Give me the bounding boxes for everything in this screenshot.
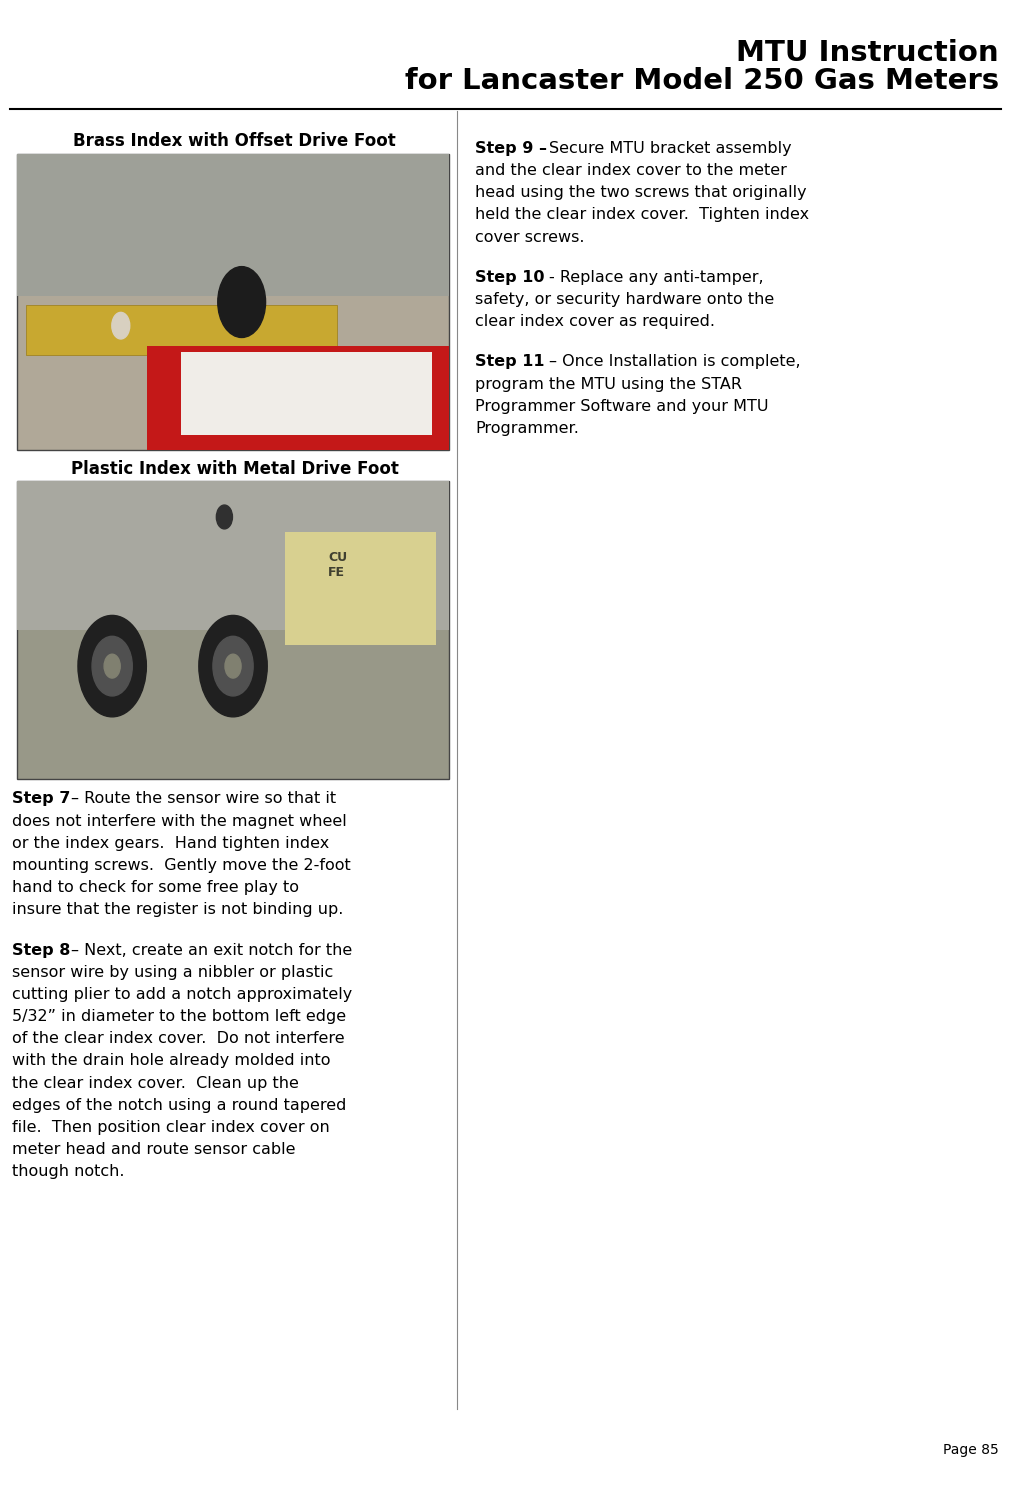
Bar — [147, 346, 449, 450]
Text: Brass Index with Offset Drive Foot: Brass Index with Offset Drive Foot — [73, 132, 396, 150]
Text: CU
FE: CU FE — [328, 550, 347, 579]
Text: meter head and route sensor cable: meter head and route sensor cable — [12, 1142, 295, 1157]
Circle shape — [216, 505, 233, 529]
Circle shape — [112, 312, 129, 339]
Text: Secure MTU bracket assembly: Secure MTU bracket assembly — [549, 141, 792, 156]
Bar — [17, 154, 449, 297]
Text: Step 7: Step 7 — [12, 791, 71, 806]
Circle shape — [225, 654, 241, 678]
Text: - Replace any anti-tamper,: - Replace any anti-tamper, — [549, 270, 763, 285]
Circle shape — [199, 616, 267, 717]
Text: file.  Then position clear index cover on: file. Then position clear index cover on — [12, 1120, 330, 1135]
Bar — [17, 481, 449, 779]
Text: Step 10: Step 10 — [475, 270, 545, 285]
Text: the clear index cover.  Clean up the: the clear index cover. Clean up the — [12, 1076, 299, 1091]
Circle shape — [213, 636, 253, 696]
Text: Programmer Software and your MTU: Programmer Software and your MTU — [475, 399, 768, 414]
Text: Step 9 –: Step 9 – — [475, 141, 547, 156]
Text: and the clear index cover to the meter: and the clear index cover to the meter — [475, 163, 787, 178]
Circle shape — [92, 636, 132, 696]
Text: – Route the sensor wire so that it: – Route the sensor wire so that it — [71, 791, 336, 806]
Bar — [26, 304, 337, 355]
Text: head using the two screws that originally: head using the two screws that originall… — [475, 186, 807, 201]
Text: edges of the notch using a round tapered: edges of the notch using a round tapered — [12, 1097, 347, 1112]
Text: or the index gears.  Hand tighten index: or the index gears. Hand tighten index — [12, 836, 330, 851]
Text: mounting screws.  Gently move the 2-foot: mounting screws. Gently move the 2-foot — [12, 857, 351, 872]
Text: sensor wire by using a nibbler or plastic: sensor wire by using a nibbler or plasti… — [12, 965, 334, 980]
Text: Step 11: Step 11 — [475, 354, 545, 369]
Circle shape — [217, 267, 266, 337]
Bar — [17, 154, 449, 450]
Text: insure that the register is not binding up.: insure that the register is not binding … — [12, 902, 344, 917]
Text: safety, or security hardware onto the: safety, or security hardware onto the — [475, 292, 774, 307]
Text: 5/32” in diameter to the bottom left edge: 5/32” in diameter to the bottom left edg… — [12, 1009, 346, 1024]
Text: Page 85: Page 85 — [943, 1444, 999, 1457]
Text: Programmer.: Programmer. — [475, 421, 579, 436]
Text: cutting plier to add a notch approximately: cutting plier to add a notch approximate… — [12, 986, 353, 1001]
Circle shape — [78, 616, 147, 717]
Text: cover screws.: cover screws. — [475, 229, 584, 244]
Text: program the MTU using the STAR: program the MTU using the STAR — [475, 376, 742, 391]
Text: clear index cover as required.: clear index cover as required. — [475, 315, 715, 330]
Text: held the clear index cover.  Tighten index: held the clear index cover. Tighten inde… — [475, 207, 809, 222]
Text: of the clear index cover.  Do not interfere: of the clear index cover. Do not interfe… — [12, 1031, 345, 1046]
Text: does not interfere with the magnet wheel: does not interfere with the magnet wheel — [12, 814, 347, 829]
Text: with the drain hole already molded into: with the drain hole already molded into — [12, 1054, 331, 1069]
Text: for Lancaster Model 250 Gas Meters: for Lancaster Model 250 Gas Meters — [404, 67, 999, 96]
Text: Plastic Index with Metal Drive Foot: Plastic Index with Metal Drive Foot — [71, 460, 398, 478]
Bar — [17, 481, 449, 630]
Bar — [181, 352, 432, 435]
Text: hand to check for some free play to: hand to check for some free play to — [12, 880, 299, 895]
Text: Step 8: Step 8 — [12, 943, 71, 958]
Text: MTU Instruction: MTU Instruction — [736, 39, 999, 67]
Circle shape — [104, 654, 120, 678]
Bar — [285, 532, 436, 645]
Text: – Once Installation is complete,: – Once Installation is complete, — [549, 354, 801, 369]
Text: though notch.: though notch. — [12, 1165, 124, 1180]
Text: – Next, create an exit notch for the: – Next, create an exit notch for the — [71, 943, 352, 958]
